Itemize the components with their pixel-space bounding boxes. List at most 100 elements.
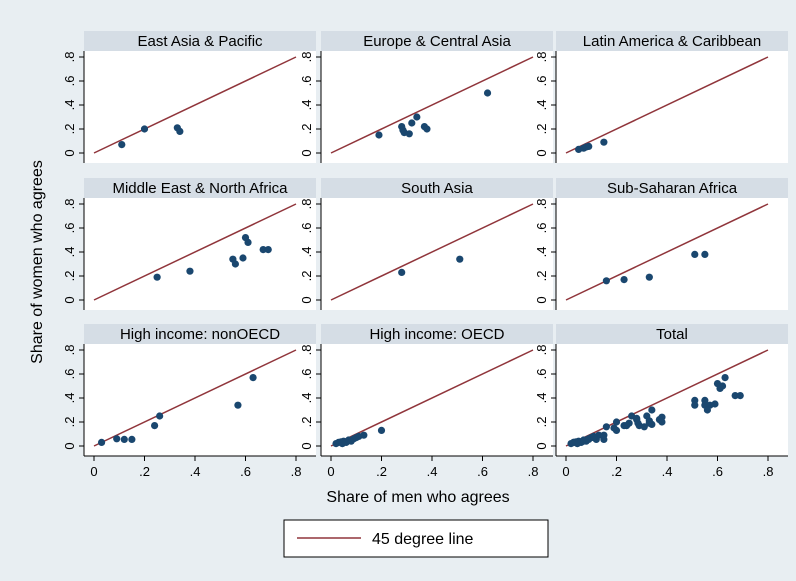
panel-title: Middle East & North Africa — [112, 180, 288, 197]
data-point — [721, 374, 729, 382]
y-tick-label: 0 — [299, 442, 314, 449]
data-point — [658, 418, 666, 426]
reference-line-45-degree — [330, 203, 534, 301]
x-tick-label: .2 — [376, 464, 387, 479]
data-point — [703, 406, 711, 414]
data-point — [569, 438, 578, 446]
y-axis-title: Share of women who agrees — [29, 160, 46, 364]
panel-plot-area — [321, 178, 553, 310]
data-point — [120, 435, 128, 443]
reference-line-45-degree — [93, 203, 297, 301]
panel-plot-area — [84, 324, 316, 456]
x-tick-label: .8 — [763, 464, 774, 479]
reference-line-45-degree — [93, 349, 297, 447]
x-tick-label: .2 — [139, 464, 150, 479]
panel-strip — [556, 324, 788, 344]
data-point — [602, 277, 610, 285]
y-tick-label: .2 — [299, 271, 314, 282]
data-point — [736, 392, 744, 400]
reference-line-45-degree — [565, 349, 769, 447]
panel-title: Sub-Saharan Africa — [607, 180, 738, 197]
data-point — [590, 434, 598, 442]
x-tick-label: .4 — [190, 464, 201, 479]
panel-title: High income: nonOECD — [120, 326, 280, 343]
reference-line-45-degree — [330, 56, 534, 154]
panel-strip — [84, 178, 316, 198]
panel-east-asia-pacific: East Asia & Pacific 0 .2 .4 .6 .8 — [62, 31, 316, 163]
data-point — [377, 426, 386, 434]
data-point — [113, 435, 121, 443]
panel-strip — [321, 31, 553, 51]
y-tick-label: 0 — [62, 296, 77, 303]
y-tick-label: .8 — [62, 199, 77, 210]
data-point — [375, 131, 383, 139]
panel-strip — [556, 178, 788, 198]
y-tick-label: .4 — [62, 393, 77, 404]
data-point — [625, 419, 633, 427]
y-tick-label: .2 — [299, 124, 314, 135]
reference-line-45-degree — [330, 349, 534, 447]
data-point — [186, 267, 194, 275]
reference-line-45-degree — [93, 56, 297, 154]
y-tick-label: .2 — [299, 417, 314, 428]
y-tick-label: .6 — [299, 76, 314, 87]
y-tick-label: .2 — [62, 271, 77, 282]
y-tick-label: 0 — [534, 149, 549, 156]
data-point — [408, 119, 416, 127]
y-tick-label: .8 — [62, 52, 77, 63]
y-tick-label: .8 — [299, 199, 314, 210]
y-tick-label: 0 — [299, 296, 314, 303]
data-point — [731, 392, 739, 400]
y-tick-label: 0 — [534, 296, 549, 303]
panel-high-income-oecd: High income: OECD 0 .2 .4 .6 .8 0 .2 .4 .6 .8 — [299, 324, 553, 479]
data-point — [600, 431, 608, 439]
y-tick-label: .4 — [62, 247, 77, 258]
x-axis-title: Share of men who agrees — [326, 489, 509, 506]
y-tick-label: .8 — [534, 52, 549, 63]
panel-title: Europe & Central Asia — [363, 33, 511, 50]
data-point — [231, 260, 239, 268]
y-tick-label: .8 — [299, 52, 314, 63]
legend-label-45-degree-line: 45 degree line — [372, 531, 474, 548]
data-point — [645, 273, 653, 281]
y-tick-label: .8 — [62, 345, 77, 356]
panel-title: High income: OECD — [369, 326, 504, 343]
x-tick-label: .6 — [477, 464, 488, 479]
x-tick-label: .4 — [662, 464, 673, 479]
data-point — [600, 138, 608, 146]
y-tick-label: .2 — [534, 271, 549, 282]
reference-line-45-degree — [565, 203, 769, 301]
panel-south-asia: South Asia 0 .2 .4 .6 .8 — [299, 178, 553, 310]
y-tick-label: 0 — [62, 149, 77, 156]
data-point — [648, 420, 656, 428]
x-tick-label: .8 — [291, 464, 302, 479]
data-point — [398, 268, 406, 276]
panel-strip — [84, 324, 316, 344]
data-point — [585, 142, 593, 150]
data-point — [156, 412, 164, 420]
panel-high-income-nonoecd: High income: nonOECD 0 .2 .4 .6 .8 0 .2 .4 .6 .8 — [62, 324, 316, 479]
y-tick-label: .4 — [62, 100, 77, 111]
y-tick-label: 0 — [299, 149, 314, 156]
data-point — [118, 141, 126, 149]
panel-plot-area — [556, 31, 788, 163]
panel-title: Latin America & Caribbean — [583, 33, 761, 50]
data-point — [140, 125, 149, 133]
data-point — [239, 254, 247, 262]
data-point — [691, 250, 699, 258]
data-point — [620, 276, 628, 284]
panel-europe-central-asia: Europe & Central Asia 0 .2 .4 .6 .8 — [299, 31, 553, 163]
data-point — [691, 401, 699, 409]
data-point — [259, 246, 267, 254]
data-point — [612, 418, 621, 426]
data-point — [176, 127, 184, 135]
y-tick-label: .8 — [534, 199, 549, 210]
y-tick-label: .4 — [534, 247, 549, 258]
data-point — [648, 406, 656, 414]
data-point — [413, 113, 421, 121]
x-tick-label: 0 — [562, 464, 569, 479]
data-point — [602, 423, 610, 431]
